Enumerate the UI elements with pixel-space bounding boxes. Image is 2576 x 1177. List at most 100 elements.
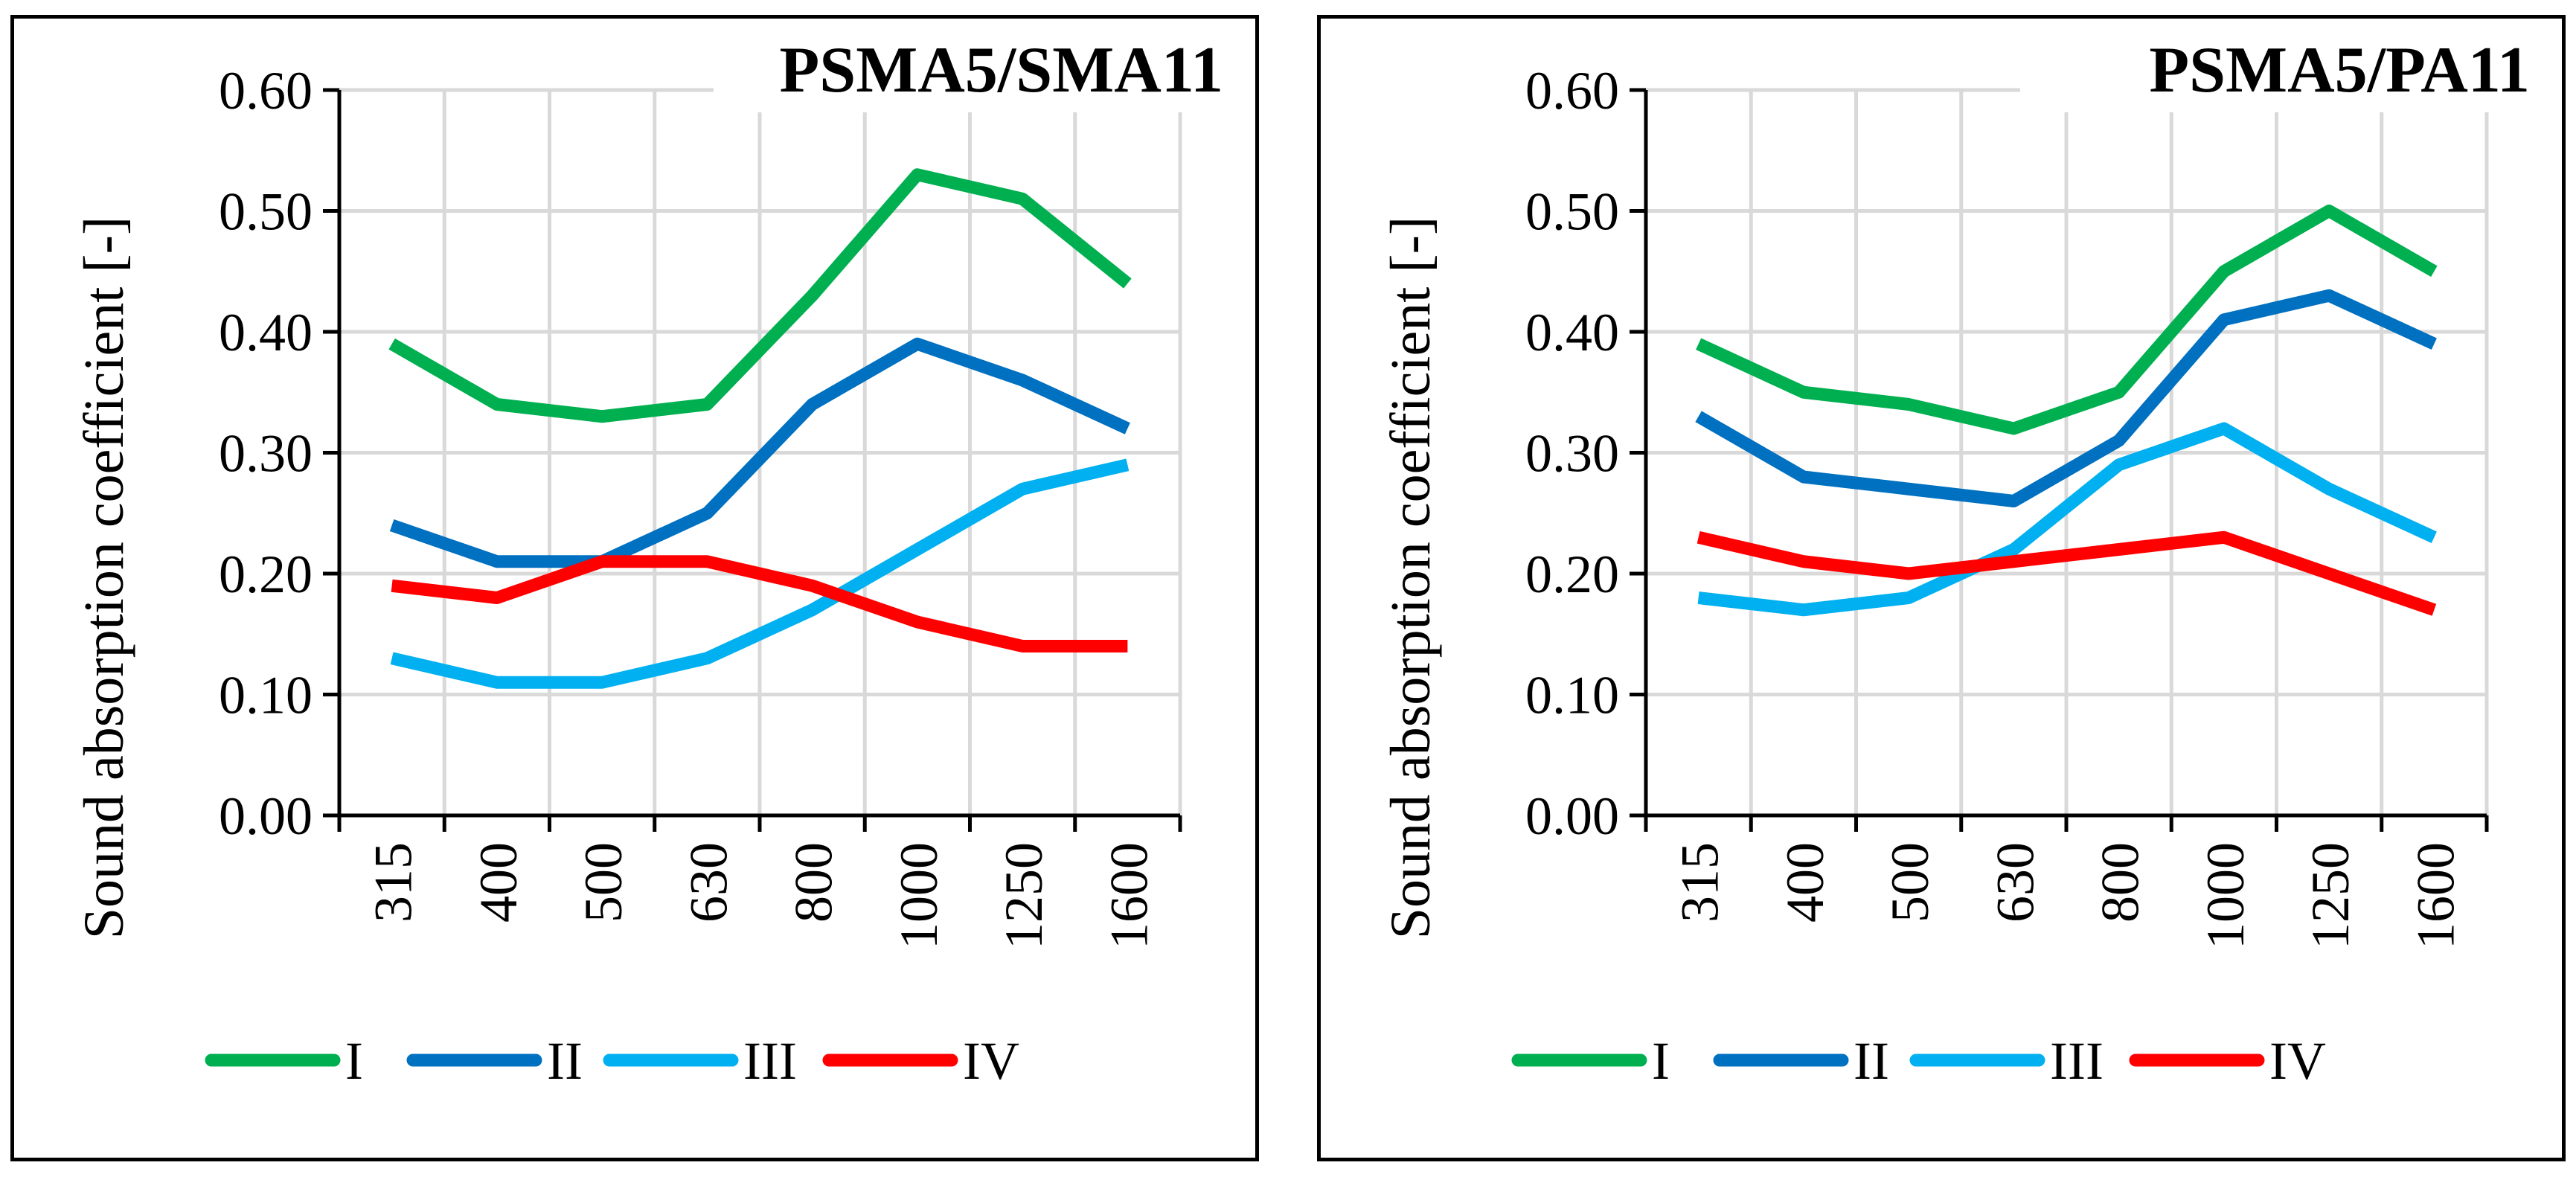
data-point-i-630 [705, 403, 709, 407]
x-tick-label: 1000 [2196, 842, 2255, 949]
data-point-i-1600 [1125, 281, 1130, 286]
legend-label-i: I [1652, 1031, 1670, 1091]
data-point-iii-1250 [1020, 487, 1025, 491]
chart-title: PSMA5/SMA11 [780, 34, 1223, 106]
data-point-iv-500 [600, 559, 604, 564]
data-point-ii-400 [495, 559, 499, 564]
data-point-i-800 [2117, 390, 2121, 394]
legend-label-ii: II [1853, 1031, 1889, 1091]
y-tick-label: 0.30 [219, 424, 313, 484]
legend-label-i: I [345, 1031, 363, 1091]
data-point-iv-800 [2117, 548, 2121, 552]
data-point-iv-315 [390, 583, 394, 588]
data-point-iv-315 [1696, 535, 1701, 539]
y-tick-label: 0.50 [219, 182, 313, 242]
data-point-i-1250 [1020, 196, 1025, 201]
series-line-iv [391, 555, 1128, 652]
y-tick-label: 0.00 [1525, 786, 1619, 846]
data-point-iv-1600 [2432, 608, 2436, 612]
x-tick-label: 1250 [994, 842, 1054, 949]
chart-title-background [2020, 19, 2541, 112]
data-point-iv-1000 [915, 620, 920, 624]
y-axis-title: Sound absorption coefficient [-] [1380, 217, 1442, 940]
data-point-iii-400 [495, 680, 499, 684]
data-point-iv-400 [495, 596, 499, 600]
data-point-iii-800 [810, 608, 815, 612]
y-tick-label: 0.20 [1525, 545, 1619, 604]
data-point-i-400 [1801, 390, 1806, 394]
data-point-i-800 [810, 293, 815, 298]
x-tick-label: 1600 [1099, 842, 1159, 949]
data-point-iii-315 [1696, 596, 1701, 600]
chart-panel-psma5-sma11: 0.00 0.10 0.20 0.30 0.40 0.50 0.60 315 400 500 630… [10, 15, 1259, 1161]
y-axis-title: Sound absorption coefficient [-] [73, 217, 135, 940]
data-point-i-500 [600, 414, 604, 419]
y-tick-label: 0.50 [1525, 182, 1619, 242]
x-tick-label: 630 [1985, 842, 2045, 923]
data-point-iii-315 [390, 656, 394, 661]
data-point-ii-1250 [1020, 378, 1025, 382]
data-point-ii-315 [390, 523, 394, 527]
x-tick-label: 500 [574, 842, 633, 923]
data-point-iii-630 [2011, 548, 2016, 552]
y-tick-label: 0.30 [1525, 424, 1619, 484]
x-tick-label: 315 [364, 842, 423, 923]
legend-label-iv: IV [963, 1031, 1019, 1091]
chart-panel-psma5-pa11: 0.00 0.10 0.20 0.30 0.40 0.50 0.60 315 400 500 630… [1317, 15, 2566, 1161]
legend-label-ii: II [547, 1031, 583, 1091]
data-point-iii-1250 [2327, 487, 2331, 491]
x-tick-label: 630 [679, 842, 738, 923]
data-point-iv-1000 [2222, 535, 2226, 539]
data-point-iv-630 [705, 559, 709, 564]
x-tick-label: 800 [2091, 842, 2150, 923]
series-line-ii [389, 337, 1130, 568]
data-point-iii-800 [2117, 463, 2121, 467]
data-point-iii-630 [705, 656, 709, 661]
series-line-ii [1695, 289, 2437, 507]
x-tick-label: 1600 [2406, 842, 2465, 949]
series-line-i [1696, 205, 2438, 435]
x-tick-label: 1250 [2301, 842, 2360, 949]
data-point-ii-800 [810, 403, 815, 407]
data-point-ii-1600 [2432, 341, 2436, 346]
x-tick-label: 400 [1775, 842, 1835, 923]
y-tick-label: 0.60 [1525, 61, 1619, 121]
data-point-iii-1600 [2432, 535, 2436, 539]
x-tick-label: 1000 [889, 842, 949, 949]
data-point-iv-400 [1801, 559, 1806, 564]
data-point-ii-1600 [1125, 426, 1130, 431]
y-tick-label: 0.10 [1525, 666, 1619, 725]
data-point-iv-1250 [1020, 644, 1025, 649]
y-tick-label: 0.00 [219, 786, 313, 846]
data-point-iii-1000 [2222, 426, 2226, 431]
series-line-iii [390, 458, 1130, 689]
line-chart-psma5-sma11: 0.00 0.10 0.20 0.30 0.40 0.50 0.60 315 400 500 630… [73, 19, 1234, 1091]
data-point-ii-630 [2011, 499, 2016, 504]
x-tick-label: 500 [1880, 842, 1940, 923]
series-line-iv [1696, 530, 2437, 616]
legend-label-iii: III [743, 1031, 797, 1091]
legend-label-iv: IV [2269, 1031, 2326, 1091]
y-tick-label: 0.40 [1525, 303, 1619, 362]
data-point-i-630 [2011, 426, 2016, 431]
data-point-iv-800 [810, 583, 815, 588]
data-point-iv-1600 [1125, 644, 1130, 649]
y-tick-label: 0.60 [219, 61, 313, 121]
x-tick-label: 315 [1670, 842, 1730, 923]
data-point-i-315 [390, 341, 394, 346]
data-point-iii-1600 [1125, 463, 1130, 467]
x-tick-label: 800 [784, 842, 844, 923]
data-point-iii-500 [600, 680, 604, 684]
legend-label-iii: III [2050, 1031, 2104, 1091]
data-point-ii-800 [2117, 438, 2121, 443]
y-tick-label: 0.10 [219, 666, 313, 725]
series-line-iii [1697, 422, 2437, 617]
data-point-i-1600 [2432, 269, 2436, 274]
data-point-i-1250 [2327, 209, 2331, 214]
data-point-i-400 [495, 403, 499, 407]
data-point-ii-400 [1801, 475, 1806, 479]
line-chart-psma5-pa11: 0.00 0.10 0.20 0.30 0.40 0.50 0.60 315 400 500 630… [1380, 19, 2541, 1091]
data-point-i-1000 [915, 173, 920, 177]
data-point-i-1000 [2222, 269, 2226, 274]
data-point-iii-500 [1906, 596, 1911, 600]
